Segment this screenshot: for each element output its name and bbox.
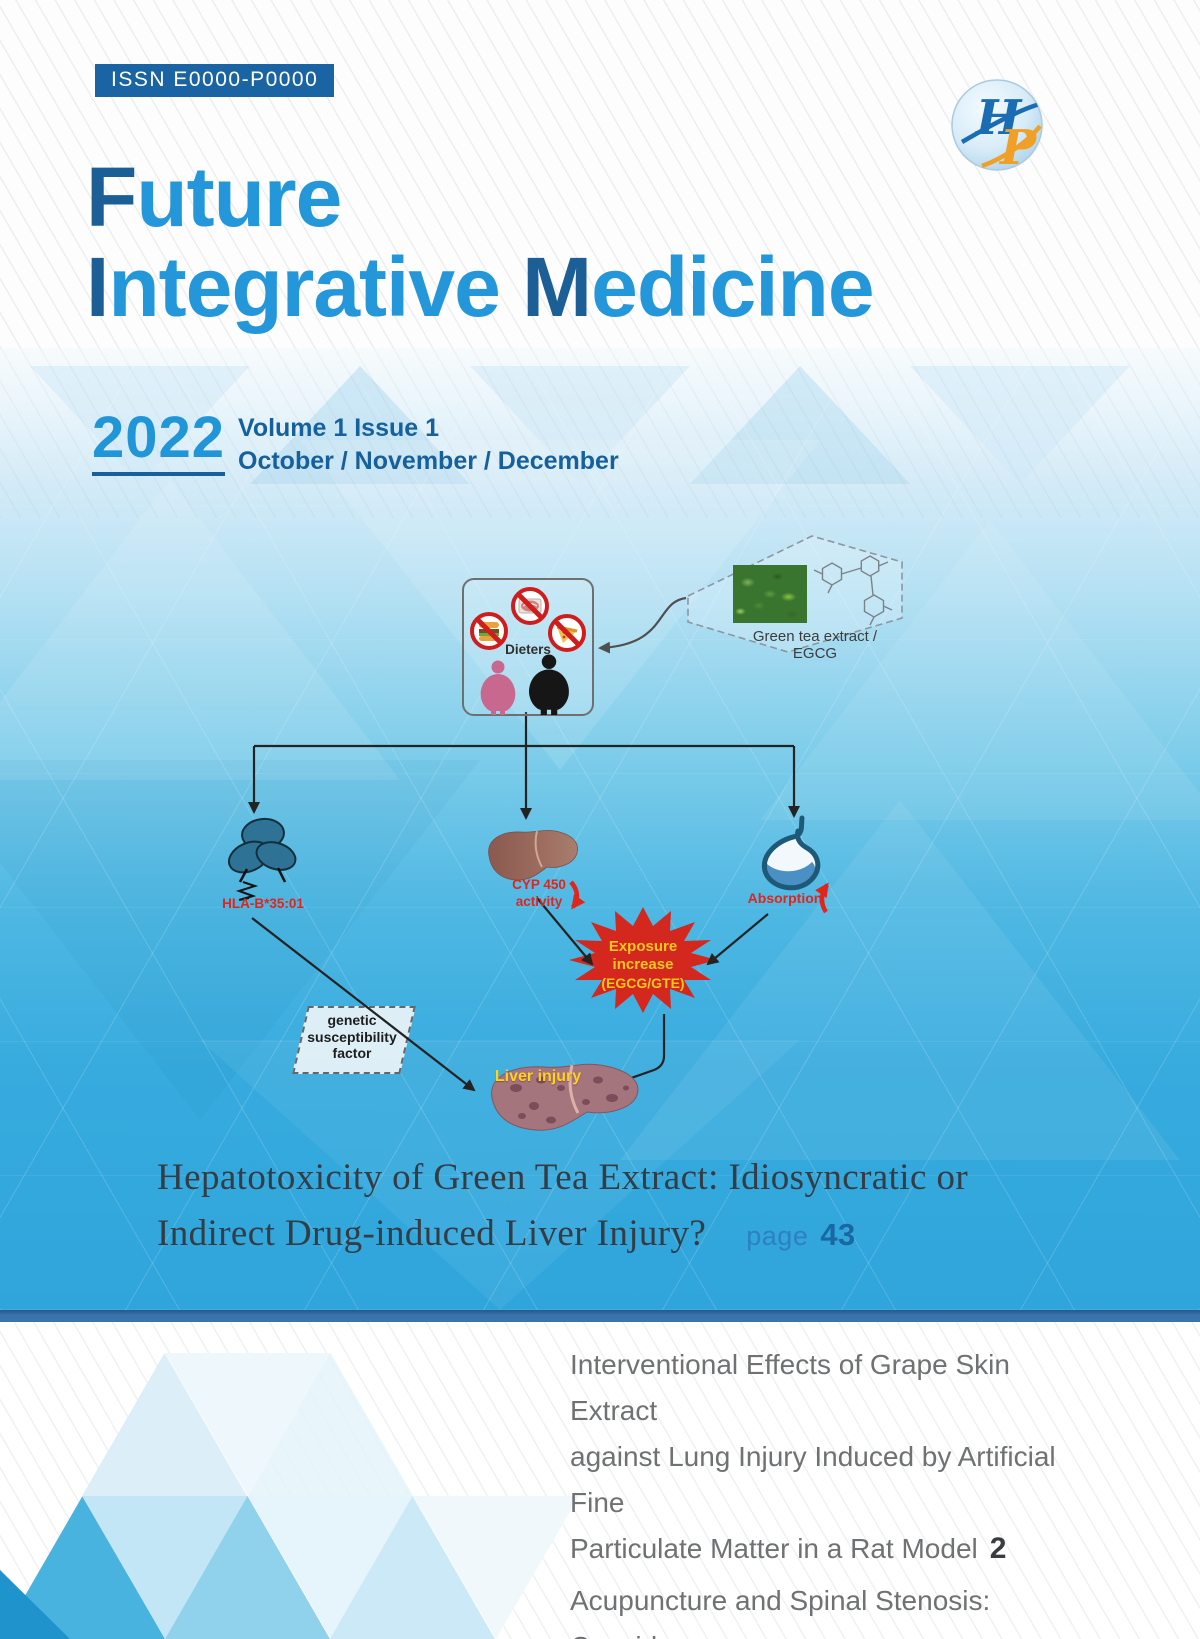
stomach-icon (761, 815, 821, 891)
background-gradient (0, 348, 1200, 1310)
liver-icon (488, 830, 578, 881)
feature-page-number: 43 (820, 1217, 856, 1252)
feature-page-word: page (746, 1221, 809, 1251)
exposure-label: Exposure increase (EGCG/GTE) (577, 938, 709, 992)
feature-title-line2-row: Indirect Drug-induced Liver Injury? page… (157, 1206, 1097, 1264)
cyp-label: CYP 450 activity (498, 876, 580, 910)
liver-injury-label: Liver injury (494, 1068, 582, 1085)
title-initial: I (86, 240, 109, 334)
toc-item-line: against Lung Injury Induced by Artificia… (570, 1441, 1056, 1518)
exposure-label-line2: (EGCG/GTE) (601, 975, 685, 991)
journal-title-line1: Future (86, 152, 874, 242)
toc-item-text: Particulate Matter in a Rat Model (570, 1533, 978, 1564)
section-divider (0, 1310, 1200, 1322)
hla-protein-icon (227, 817, 297, 901)
logo-blue-swoosh (960, 101, 1041, 144)
journal-title: Future Integrative Medicine (86, 152, 875, 334)
feature-title-line1: Hepatotoxicity of Green Tea Extract: Idi… (157, 1157, 969, 1198)
toc-page-number: 2 (989, 1532, 1007, 1565)
female-figure-icon (480, 660, 516, 715)
logo-orange-swoosh (981, 124, 1042, 169)
green-tea-label: Green tea extract / EGCG (752, 628, 878, 662)
issue-year: 2022 (92, 408, 226, 476)
journal-title-line2: Integrative Medicine (86, 240, 875, 334)
toc-item-line: Particulate Matter in a Rat Model 2 (570, 1526, 1090, 1572)
genetic-factor-line1: genetic (327, 1012, 377, 1028)
title-text: edicine (591, 240, 874, 334)
publisher-logo: H P (951, 79, 1043, 174)
absorption-label: Absorption (747, 890, 823, 906)
feature-title-line2: Indirect Drug-induced Liver Injury? (157, 1213, 707, 1254)
dieters-box: Dieters (462, 578, 594, 716)
issue-volume: Volume 1 Issue 1 (238, 414, 440, 442)
burger-icon (479, 622, 499, 641)
male-figure-icon (529, 654, 569, 715)
exposure-label-line1: Exposure increase (608, 938, 678, 973)
logo-letter-p: P (998, 120, 1038, 174)
issn-badge: ISSN E0000-P0000 (95, 64, 335, 97)
toc-item: Interventional Effects of Grape Skin Ext… (570, 1342, 1090, 1572)
no-pizza-icon (548, 614, 586, 652)
toc-item-line: Interventional Effects of Grape Skin Ext… (570, 1349, 1010, 1426)
green-tea-photo (733, 565, 807, 623)
toc-item: Acupuncture and Spinal Stenosis: Conside… (570, 1578, 1090, 1639)
cyp-label-line2: activity (515, 894, 563, 909)
title-text: uture (136, 150, 342, 244)
title-text: ntegrative (108, 240, 500, 334)
issue-block: 2022 Volume 1 Issue 1 October / November… (92, 408, 619, 476)
logo-letter-h: H (974, 90, 1023, 146)
feature-article-title: Hepatotoxicity of Green Tea Extract: Idi… (157, 1150, 1097, 1264)
no-burger-icon (470, 612, 508, 650)
title-initial: F (86, 150, 137, 244)
hla-label: HLA-B*35:01 (222, 896, 304, 911)
title-initial: M (522, 240, 592, 334)
table-of-contents: Interventional Effects of Grape Skin Ext… (570, 1342, 1090, 1639)
genetic-factor-line3: factor (332, 1045, 372, 1061)
genetic-factor-line2: susceptibility (307, 1028, 397, 1045)
dieters-label: Dieters (505, 642, 551, 657)
toc-item-line: Acupuncture and Spinal Stenosis: Conside… (570, 1585, 991, 1639)
genetic-factor-label: genetic susceptibility factor (296, 1012, 408, 1062)
cyp-label-line1: CYP 450 (512, 877, 566, 892)
issue-months: October / November / December (238, 447, 619, 475)
title-space (500, 240, 522, 334)
issue-details: Volume 1 Issue 1 October / November / De… (238, 412, 758, 478)
meat-icon (518, 598, 542, 614)
no-meat-icon (511, 587, 549, 625)
egcg-molecule-icon (813, 555, 893, 626)
